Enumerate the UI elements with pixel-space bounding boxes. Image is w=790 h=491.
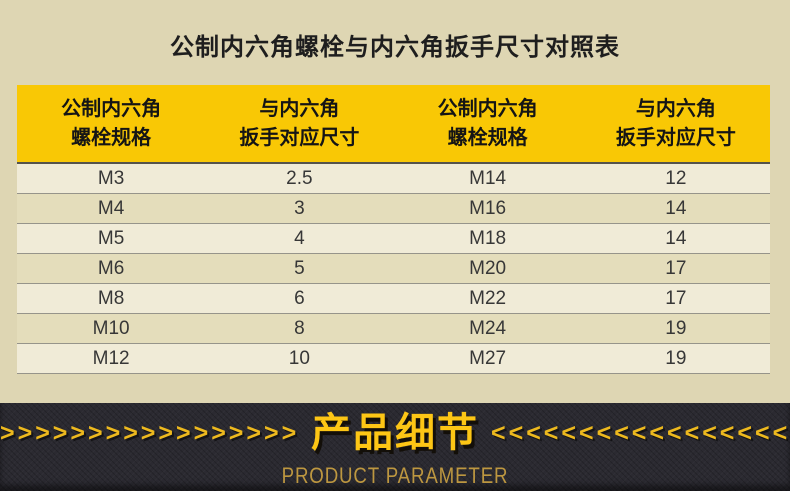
table-row: M12 10 M27 19 [17, 344, 770, 374]
bolt-spec-cell: M18 [469, 227, 507, 249]
table-row: M10 8 M24 19 [17, 314, 770, 344]
banner-title-row: >>>>>>>>>>>>>>>>>>>>>> 产品细节 <<<<<<<<<<<<… [0, 405, 790, 461]
wrench-size-cell: 17 [665, 287, 687, 309]
header-line: 螺栓规格 [71, 126, 152, 149]
banner-subtitle: PRODUCT PARAMETER [281, 463, 509, 488]
bolt-spec-cell: M6 [97, 257, 125, 279]
header-bolt-spec-1: 公制内六角 螺栓规格 [17, 95, 205, 153]
bolt-spec-cell: M24 [469, 317, 507, 339]
wrench-size-cell: 6 [294, 287, 305, 309]
bolt-spec-cell: M16 [469, 197, 507, 219]
wrench-size-cell: 14 [665, 227, 687, 249]
bolt-spec-cell: M8 [97, 287, 125, 309]
table-row: M5 4 M18 14 [17, 224, 770, 254]
wrench-size-cell: 17 [665, 257, 687, 279]
wrench-size-cell: 3 [294, 197, 305, 219]
wrench-size-cell: 5 [294, 257, 305, 279]
size-comparison-table: 公制内六角 螺栓规格 与内六角 扳手对应尺寸 公制内六角 螺栓规格 与内六角 扳… [17, 85, 770, 374]
header-line: 与内六角 [259, 97, 340, 120]
bolt-spec-cell: M10 [92, 317, 130, 339]
header-line: 扳手对应尺寸 [615, 126, 736, 149]
header-line: 螺栓规格 [447, 126, 528, 149]
header-line: 与内六角 [635, 97, 716, 120]
table-header-row: 公制内六角 螺栓规格 与内六角 扳手对应尺寸 公制内六角 螺栓规格 与内六角 扳… [17, 85, 770, 164]
wrench-size-cell: 8 [294, 317, 305, 339]
bolt-spec-cell: M5 [97, 227, 125, 249]
table-row: M4 3 M16 14 [17, 194, 770, 224]
header-wrench-size-1: 与内六角 扳手对应尺寸 [205, 95, 393, 153]
header-line: 公制内六角 [61, 97, 162, 120]
bolt-spec-cell: M3 [97, 167, 125, 189]
bolt-spec-cell: M22 [469, 287, 507, 309]
wrench-size-cell: 19 [665, 347, 687, 369]
wrench-size-cell: 2.5 [286, 167, 313, 189]
header-line: 扳手对应尺寸 [239, 126, 360, 149]
chevron-left-icons: <<<<<<<<<<<<<<<<<<<<<< [491, 420, 790, 446]
wrench-size-cell: 14 [665, 197, 687, 219]
header-wrench-size-2: 与内六角 扳手对应尺寸 [582, 95, 770, 153]
bolt-spec-cell: M4 [97, 197, 125, 219]
header-line: 公制内六角 [437, 97, 538, 120]
banner-title: 产品细节 [311, 411, 479, 455]
wrench-size-cell: 10 [288, 347, 310, 369]
chevron-right-icons: >>>>>>>>>>>>>>>>>>>>>> [0, 420, 299, 446]
product-detail-banner: >>>>>>>>>>>>>>>>>>>>>> 产品细节 <<<<<<<<<<<<… [0, 403, 790, 491]
wrench-size-cell: 12 [665, 167, 687, 189]
bolt-spec-cell: M14 [469, 167, 507, 189]
table-row: M8 6 M22 17 [17, 284, 770, 314]
wrench-size-cell: 19 [665, 317, 687, 339]
page-title: 公制内六角螺栓与内六角扳手尺寸对照表 [170, 34, 620, 61]
bolt-spec-cell: M12 [92, 347, 130, 369]
table-row: M3 2.5 M14 12 [17, 164, 770, 194]
bolt-spec-cell: M20 [469, 257, 507, 279]
wrench-size-cell: 4 [294, 227, 305, 249]
header-bolt-spec-2: 公制内六角 螺栓规格 [394, 95, 582, 153]
bolt-spec-cell: M27 [469, 347, 507, 369]
table-row: M6 5 M20 17 [17, 254, 770, 284]
